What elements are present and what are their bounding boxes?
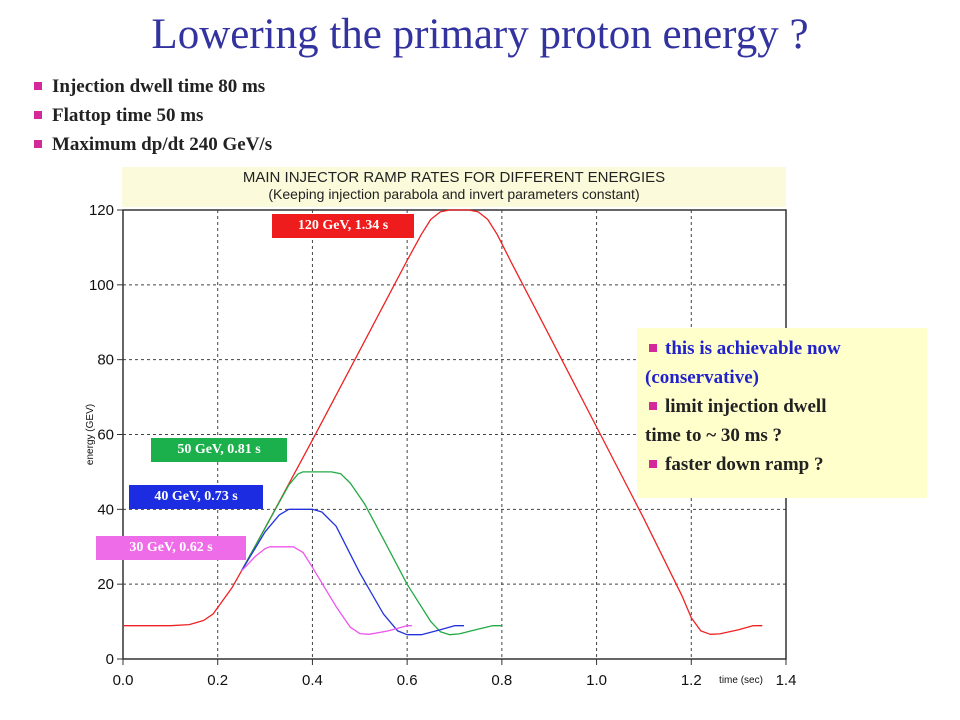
series-line-2 <box>240 508 464 636</box>
note-item-continuation: time to ~ 30 ms ? <box>645 425 783 446</box>
y-tick-label: 100 <box>89 277 114 294</box>
chart-subtitle: (Keeping injection parabola and invert p… <box>268 186 640 202</box>
series-line-0 <box>123 209 763 635</box>
square-bullet-icon <box>34 110 42 119</box>
square-bullet-icon <box>649 459 657 468</box>
note-item: this is achievable now <box>645 334 927 363</box>
note-item-continuation: (conservative) <box>645 367 759 388</box>
slide-title: Lowering the primary proton energy ? <box>151 11 809 58</box>
note-text: limit injection dwell <box>665 396 827 417</box>
x-tick-label: 0.4 <box>302 672 323 689</box>
x-tick-label: 0.6 <box>397 672 418 689</box>
y-tick-label: 80 <box>97 352 114 369</box>
label-50gev: 50 GeV, 0.81 s <box>151 438 287 462</box>
square-bullet-icon <box>34 139 42 148</box>
y-tick-label: 0 <box>106 651 114 668</box>
bullet-item: Injection dwell time 80 ms <box>34 72 272 101</box>
bullet-item: Maximum dp/dt 240 GeV/s <box>34 130 272 159</box>
note-item: limit injection dwell <box>645 392 927 421</box>
series-line-1 <box>240 471 502 636</box>
y-tick-label: 60 <box>97 427 114 444</box>
series-line-3 <box>240 546 412 635</box>
bullet-list: Injection dwell time 80 ms Flattop time … <box>34 72 272 159</box>
y-tick-label: 40 <box>97 501 114 518</box>
bullet-item: Flattop time 50 ms <box>34 101 272 130</box>
y-tick-label: 20 <box>97 576 114 593</box>
y-axis-label: energy (GEV) <box>85 404 96 465</box>
chart-title: MAIN INJECTOR RAMP RATES FOR DIFFERENT E… <box>242 169 666 186</box>
x-tick-label: 0.8 <box>491 672 512 689</box>
note-text: faster down ramp ? <box>665 454 824 475</box>
note-box: this is achievable now (conservative) li… <box>637 328 927 498</box>
bullet-text: Injection dwell time 80 ms <box>52 76 266 97</box>
x-tick-label: 1.2 <box>681 672 702 689</box>
bullet-text: Flattop time 50 ms <box>52 105 204 126</box>
label-30gev: 30 GeV, 0.62 s <box>96 536 246 560</box>
bullet-text: Maximum dp/dt 240 GeV/s <box>52 134 273 155</box>
x-tick-label: 1.4 <box>776 672 797 689</box>
x-tick-label: 0.2 <box>207 672 228 689</box>
label-40gev: 40 GeV, 0.73 s <box>129 485 263 509</box>
square-bullet-icon <box>649 343 657 352</box>
y-tick-label: 120 <box>89 202 114 219</box>
x-tick-label: 0.0 <box>113 672 134 689</box>
label-120gev: 120 GeV, 1.34 s <box>272 214 414 238</box>
square-bullet-icon <box>34 81 42 90</box>
chart-title-box: MAIN INJECTOR RAMP RATES FOR DIFFERENT E… <box>122 167 786 207</box>
square-bullet-icon <box>649 401 657 410</box>
note-text: this is achievable now <box>665 338 841 359</box>
note-item: faster down ramp ? <box>645 450 927 479</box>
x-axis-label: time (sec) <box>719 675 763 686</box>
x-tick-label: 1.0 <box>586 672 607 689</box>
